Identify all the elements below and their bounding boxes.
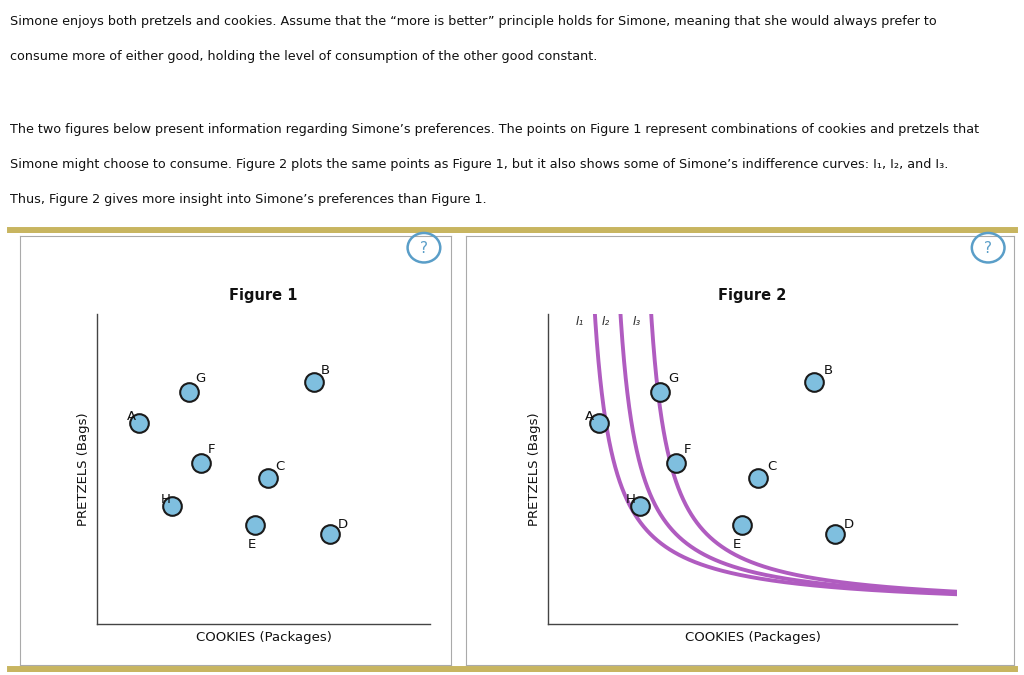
Point (652, 386, 669, 397)
Text: E: E (248, 538, 256, 551)
Text: consume more of either good, holding the level of consumption of the other good : consume more of either good, holding the… (10, 50, 598, 63)
Text: G: G (195, 372, 205, 385)
Text: C: C (767, 460, 776, 473)
Point (260, 473, 276, 484)
Point (194, 458, 210, 468)
Text: C: C (275, 460, 285, 473)
Text: ?: ? (984, 241, 992, 256)
Text: ?: ? (420, 241, 428, 256)
Point (750, 473, 766, 484)
Text: E: E (733, 538, 741, 551)
Point (305, 377, 322, 387)
Text: F: F (684, 443, 691, 456)
Text: I₁: I₁ (575, 315, 585, 329)
Text: D: D (338, 518, 348, 531)
X-axis label: COOKIES (Packages): COOKIES (Packages) (685, 631, 820, 645)
Text: G: G (669, 372, 679, 385)
Text: A: A (585, 410, 594, 423)
Point (734, 520, 751, 531)
Text: H: H (626, 493, 636, 506)
Text: Simone enjoys both pretzels and cookies. Assume that the “more is better” princi: Simone enjoys both pretzels and cookies.… (10, 16, 937, 28)
Title: Figure 1: Figure 1 (229, 288, 298, 303)
Text: I₂: I₂ (601, 315, 610, 329)
Point (591, 417, 607, 428)
Text: B: B (322, 364, 330, 377)
X-axis label: COOKIES (Packages): COOKIES (Packages) (196, 631, 332, 645)
Y-axis label: PRETZELS (Bags): PRETZELS (Bags) (78, 412, 90, 526)
Title: Figure 2: Figure 2 (719, 288, 786, 303)
Point (322, 529, 338, 540)
Point (247, 520, 263, 531)
Point (668, 458, 684, 468)
Point (632, 501, 648, 512)
Y-axis label: PRETZELS (Bags): PRETZELS (Bags) (528, 412, 541, 526)
Text: H: H (161, 493, 170, 506)
Text: F: F (208, 443, 215, 456)
Point (180, 386, 197, 397)
Text: A: A (127, 410, 136, 423)
Text: D: D (844, 518, 854, 531)
Text: The two figures below present information regarding Simone’s preferences. The po: The two figures below present informatio… (10, 124, 979, 136)
Text: Thus, Figure 2 gives more insight into Simone’s preferences than Figure 1.: Thus, Figure 2 gives more insight into S… (10, 192, 486, 205)
Text: I₃: I₃ (632, 315, 641, 329)
Point (131, 417, 147, 428)
Point (806, 377, 822, 387)
Point (164, 501, 180, 512)
Point (826, 529, 843, 540)
Text: Simone might choose to consume. Figure 2 plots the same points as Figure 1, but : Simone might choose to consume. Figure 2… (10, 158, 948, 171)
Text: B: B (823, 364, 833, 377)
